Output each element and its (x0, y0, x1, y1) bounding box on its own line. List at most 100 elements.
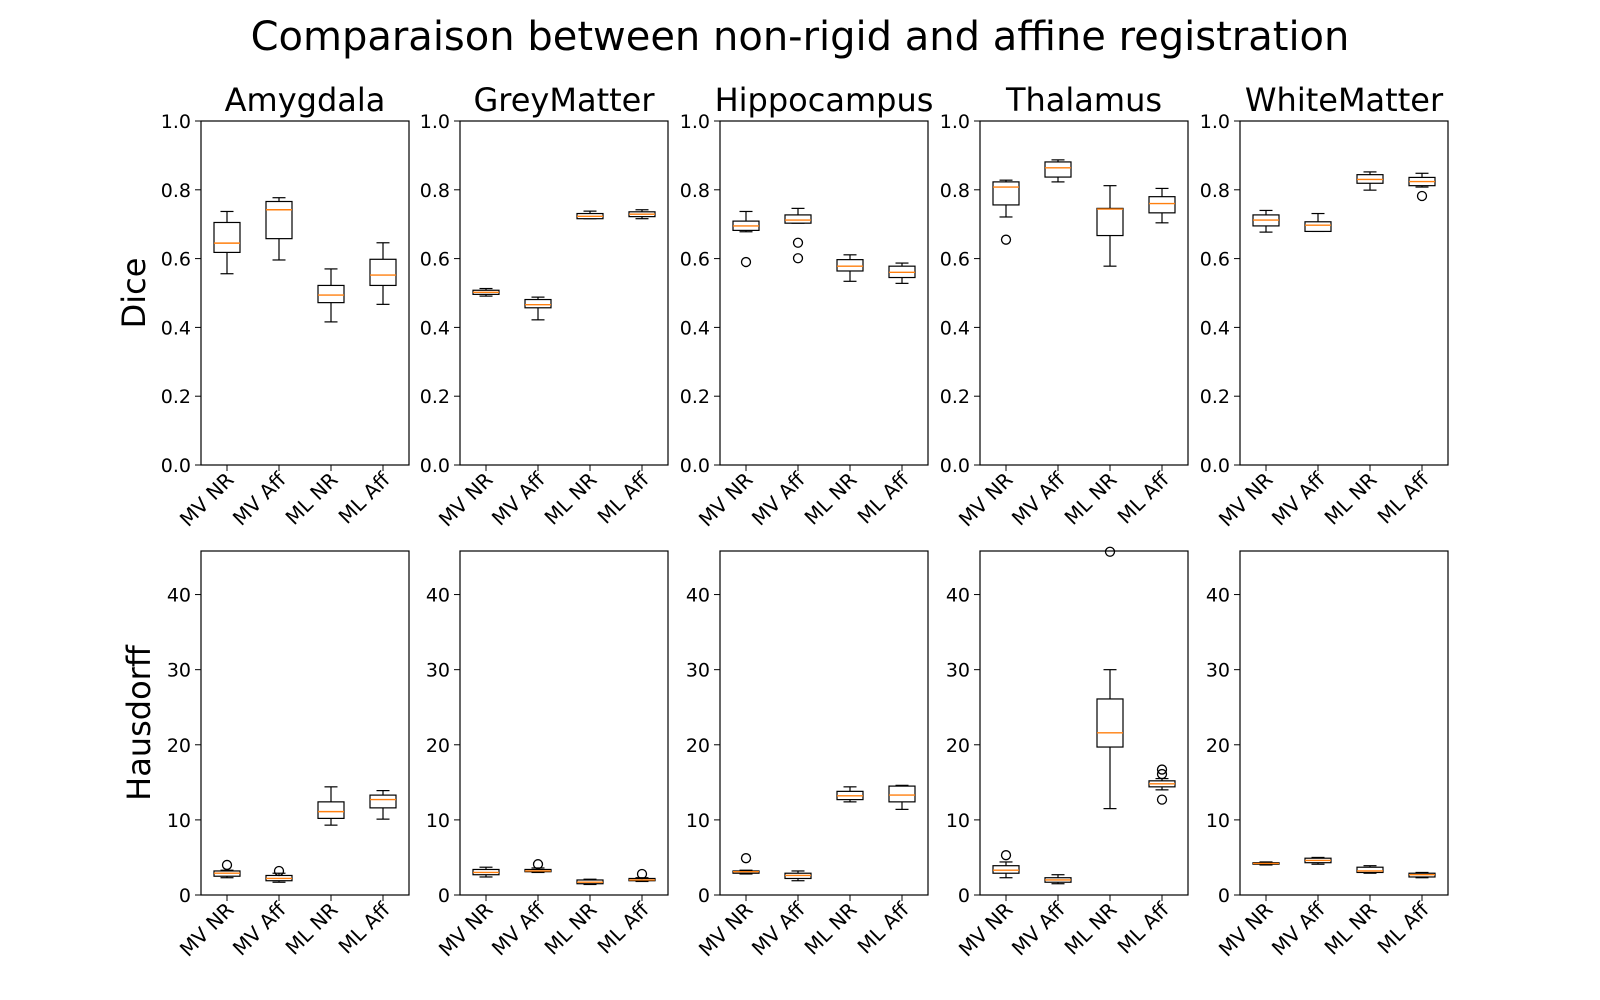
axes-frame (719, 550, 929, 896)
y-tick-label: 10 (426, 810, 450, 832)
y-tick-label: 40 (167, 585, 191, 607)
y-tick-label: 0.8 (1200, 180, 1230, 202)
axes-frame (200, 120, 410, 466)
y-tick-label: 0.4 (161, 317, 191, 339)
flier-point (792, 237, 804, 248)
flier-point (221, 859, 233, 871)
y-tick-label: 0.0 (161, 455, 191, 477)
flier-point (273, 865, 285, 877)
y-tick-label: 0.0 (420, 455, 450, 477)
y-tick-label: 0.4 (940, 317, 970, 339)
y-tick-label: 0.8 (161, 180, 191, 202)
box (784, 214, 812, 224)
box (265, 200, 293, 240)
y-tick-label: 0.4 (1200, 317, 1230, 339)
subplot-title-thalamus: Thalamus (1005, 81, 1162, 119)
flier-point (792, 253, 804, 264)
y-tick-label: 40 (1206, 585, 1230, 607)
row-label-dice: Dice (115, 258, 153, 329)
axes-frame (1239, 550, 1449, 896)
flier-point (1104, 546, 1116, 557)
y-tick-label: 1.0 (420, 111, 450, 133)
box (1304, 221, 1332, 233)
y-tick-label: 10 (946, 810, 970, 832)
axes-frame (1239, 120, 1449, 466)
y-tick-label: 20 (686, 735, 710, 757)
row-label-hausdorff: Hausdorff (120, 644, 158, 801)
box (369, 794, 397, 809)
y-tick-label: 1.0 (161, 111, 191, 133)
box (836, 259, 864, 272)
flier-point (1000, 850, 1012, 861)
y-tick-label: 1.0 (940, 111, 970, 133)
y-tick-label: 30 (1206, 660, 1230, 682)
y-tick-label: 0.2 (420, 386, 450, 408)
y-tick-label: 0 (958, 885, 970, 907)
y-tick-label: 20 (946, 735, 970, 757)
box (888, 785, 916, 803)
axes-frame (979, 120, 1189, 466)
y-tick-label: 30 (426, 660, 450, 682)
y-tick-label: 0.4 (420, 317, 450, 339)
axes-frame (979, 550, 1189, 896)
y-tick-label: 0.0 (940, 455, 970, 477)
box (317, 284, 345, 304)
y-tick-label: 10 (1206, 810, 1230, 832)
y-tick-label: 0.0 (680, 455, 710, 477)
box (213, 221, 241, 254)
flier-point (1156, 794, 1168, 805)
box (1148, 196, 1176, 214)
axes-frame (200, 550, 410, 896)
box (1356, 866, 1384, 874)
subplot-title-greymatter: GreyMatter (473, 81, 655, 119)
y-tick-label: 20 (426, 735, 450, 757)
box (1096, 207, 1124, 237)
y-tick-label: 10 (167, 810, 191, 832)
subplot-title-amygdala: Amygdala (225, 81, 386, 119)
y-tick-label: 0.2 (1200, 386, 1230, 408)
y-tick-label: 40 (946, 585, 970, 607)
flier-point (532, 859, 544, 870)
flier-point (1156, 768, 1168, 780)
y-tick-label: 0 (179, 885, 191, 907)
y-tick-label: 0 (1218, 885, 1230, 907)
y-tick-label: 1.0 (680, 111, 710, 133)
axes-frame (459, 550, 669, 896)
y-tick-label: 0 (698, 885, 710, 907)
box (1044, 161, 1072, 178)
y-tick-label: 0.6 (940, 249, 970, 271)
y-tick-label: 0.6 (1200, 249, 1230, 271)
subplot-title-hippocampus: Hippocampus (715, 81, 934, 119)
y-tick-label: 0 (438, 885, 450, 907)
y-tick-label: 0.8 (680, 180, 710, 202)
y-tick-label: 20 (167, 735, 191, 757)
y-tick-label: 40 (426, 585, 450, 607)
box (317, 801, 345, 819)
axes-frame (719, 120, 929, 466)
flier-point (1000, 234, 1012, 245)
y-tick-label: 0.6 (680, 249, 710, 271)
y-tick-label: 0.8 (420, 180, 450, 202)
y-tick-label: 0.2 (940, 386, 970, 408)
y-tick-label: 1.0 (1200, 111, 1230, 133)
flier-point (740, 853, 752, 864)
y-tick-label: 20 (1206, 735, 1230, 757)
flier-point (1416, 190, 1428, 202)
y-tick-label: 0.6 (161, 249, 191, 271)
flier-point (636, 868, 648, 880)
y-tick-label: 0.0 (1200, 455, 1230, 477)
box (1096, 698, 1124, 748)
figure-title: Comparaison between non-rigid and affine… (251, 14, 1350, 60)
box (992, 865, 1020, 874)
y-tick-label: 0.4 (680, 317, 710, 339)
box (524, 298, 552, 309)
flier-point (1156, 764, 1168, 775)
flier-point (740, 256, 752, 268)
y-tick-label: 30 (946, 660, 970, 682)
y-tick-label: 40 (686, 585, 710, 607)
y-tick-label: 30 (686, 660, 710, 682)
y-tick-label: 0.8 (940, 180, 970, 202)
